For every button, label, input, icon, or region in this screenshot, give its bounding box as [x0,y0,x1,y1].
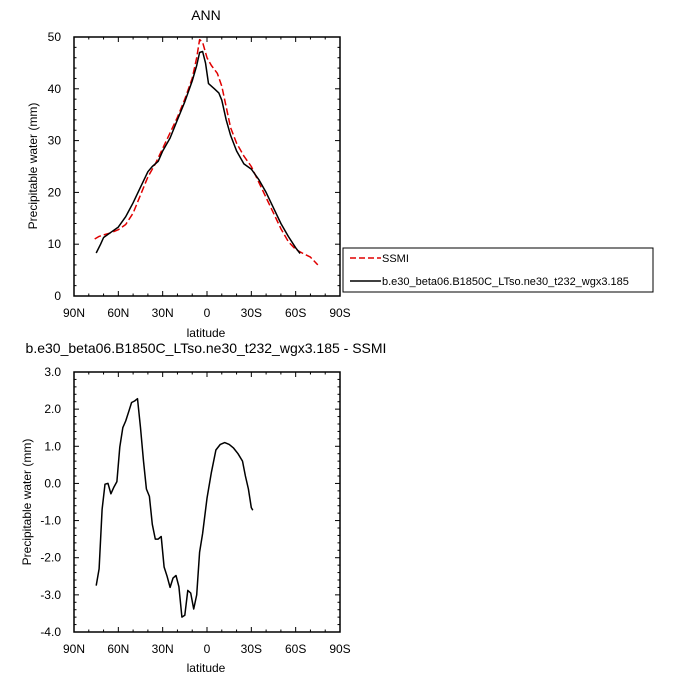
legend: SSMI b.e30_beta06.B1850C_LTso.ne30_t232_… [342,247,654,293]
bottom-chart-panel: b.e30_beta06.B1850C_LTso.ne30_t232_wgx3.… [20,340,386,675]
y-tick-label: 0 [54,289,61,303]
x-tick-label: 30S [241,642,262,656]
x-tick-label: 90S [329,306,350,320]
x-tick-label: 30N [152,642,174,656]
y-tick-label: 30 [48,134,62,148]
x-tick-label: 60S [285,306,306,320]
series-line-1 [95,397,254,618]
x-axis-label: latitude [187,661,226,675]
series-line-1 [94,38,319,266]
axes: 90N 60N 30N 0 30S 60S 90S 0 10 20 30 40 50 [48,30,351,320]
x-tick-label: 30S [241,306,262,320]
x-axis-label: latitude [187,326,226,340]
y-tick-label: -1.0 [40,514,61,528]
legend-label-ssmi: SSMI [382,253,409,265]
y-tick-label: 10 [48,237,62,251]
y-tick-label: 40 [48,82,62,96]
y-axis-label: Precipitable water (mm) [20,439,34,566]
legend-box [342,247,654,293]
y-tick-label: 3.0 [44,365,61,379]
y-tick-label: -2.0 [40,551,61,565]
top-chart-panel: ANN Precipitable water (mm) latitude 90N… [26,7,654,340]
x-tick-label: 0 [204,306,211,320]
chart-title: b.e30_beta06.B1850C_LTso.ne30_t232_wgx3.… [26,340,387,356]
y-tick-label: 1.0 [44,439,61,453]
y-tick-label: 50 [48,30,62,44]
series-lines [94,38,319,266]
x-tick-label: 90N [63,642,85,656]
x-tick-label: 90N [63,306,85,320]
series-line-2 [95,50,301,254]
y-tick-label: 0.0 [44,476,61,490]
y-tick-label: 20 [48,185,62,199]
legend-label-model: b.e30_beta06.B1850C_LTso.ne30_t232_wgx3.… [382,276,629,288]
x-tick-label: 30N [152,306,174,320]
x-tick-label: 60S [285,642,306,656]
x-tick-label: 60N [107,642,129,656]
y-tick-label: -3.0 [40,588,61,602]
chart-title: ANN [191,7,221,23]
x-tick-label: 0 [204,642,211,656]
x-tick-label: 90S [329,642,350,656]
axes: 90N 60N 30N 0 30S 60S 90S -4.0 -3.0 -2.0 -1.0 0.0 1.… [40,365,350,656]
y-tick-label: 2.0 [44,402,61,416]
series-lines [95,397,254,618]
y-axis-label: Precipitable water (mm) [26,103,40,230]
x-tick-label: 60N [107,306,129,320]
y-tick-label: -4.0 [40,625,61,639]
